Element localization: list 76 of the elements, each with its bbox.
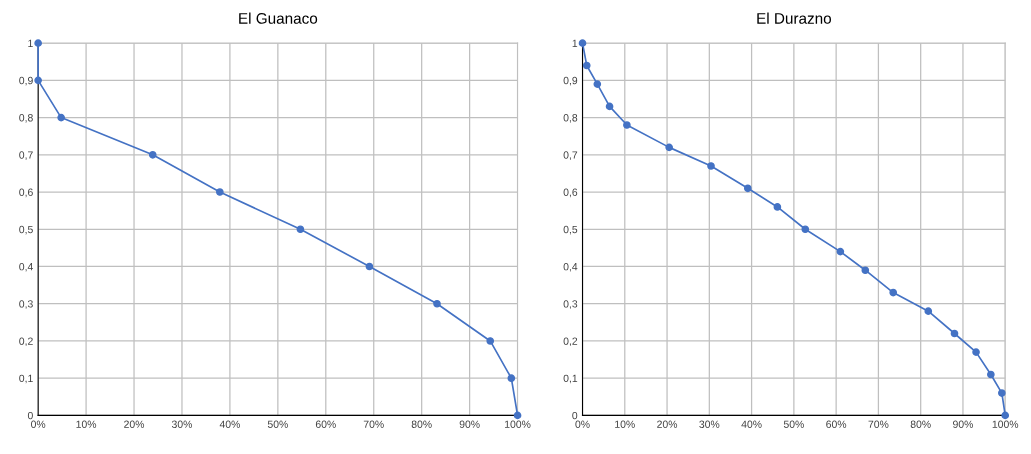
y-tick-label: 0,9 — [19, 76, 33, 86]
point — [743, 184, 752, 193]
point — [148, 150, 157, 159]
x-tick-label: 40% — [219, 420, 240, 428]
x-tick-label: 70% — [868, 420, 889, 428]
y-tick-label: 0,9 — [563, 76, 578, 86]
point — [513, 411, 522, 420]
y-tick-label: 0,5 — [563, 225, 578, 235]
x-tick-label: 0% — [31, 420, 46, 428]
x-tick-label: 10% — [76, 420, 97, 428]
x-tick-label: 90% — [459, 420, 480, 428]
point — [707, 162, 715, 170]
y-tick-label: 0,5 — [19, 225, 33, 235]
x-tick-label: 30% — [171, 420, 193, 428]
chart-title: El Guanaco — [239, 12, 318, 24]
x-tick-label: 80% — [910, 420, 931, 428]
point — [987, 370, 995, 379]
point — [623, 121, 631, 129]
y-tick-label: 0,6 — [19, 188, 33, 198]
point — [1001, 411, 1010, 420]
x-tick-label: 10% — [615, 420, 635, 428]
point — [773, 203, 782, 211]
y-tick-label: 0,2 — [563, 337, 578, 347]
x-tick-label: 70% — [363, 420, 384, 428]
point — [296, 225, 305, 234]
x-tick-label: 60% — [315, 420, 336, 428]
point — [836, 247, 845, 256]
x-tick-label: 90% — [953, 420, 974, 428]
point — [889, 288, 898, 297]
x-tick-label: 50% — [783, 420, 804, 428]
y-tick-label: 0 — [27, 411, 33, 420]
point — [972, 348, 980, 356]
x-tick-label: 100% — [505, 420, 531, 428]
x-tick-label: 20% — [657, 420, 678, 428]
point — [433, 299, 441, 308]
y-tick-label: 1 — [28, 39, 33, 47]
x-tick-label: 30% — [699, 420, 720, 428]
point — [861, 266, 870, 275]
point — [582, 61, 591, 70]
y-tick-label: 0,2 — [19, 337, 33, 347]
point — [365, 262, 374, 271]
point — [665, 143, 673, 152]
y-tick-label: 0 — [572, 411, 578, 420]
x-tick-label: 20% — [124, 420, 145, 428]
chart-title: El Durazno — [757, 12, 832, 24]
x-tick-label: 100% — [992, 420, 1019, 428]
point — [950, 329, 959, 338]
y-tick-label: 0,4 — [19, 263, 33, 272]
point — [486, 337, 495, 345]
y-tick-label: 0,7 — [563, 151, 578, 160]
x-tick-label: 60% — [826, 420, 847, 428]
point — [998, 389, 1006, 397]
x-tick-label: 50% — [267, 420, 288, 428]
y-tick-label: 0,4 — [563, 263, 578, 272]
point — [507, 374, 516, 383]
y-tick-label: 0,1 — [563, 374, 578, 384]
point — [216, 188, 224, 196]
y-tick-label: 0,7 — [19, 151, 33, 160]
point — [34, 76, 42, 85]
point — [593, 80, 602, 88]
point — [34, 39, 42, 47]
point — [801, 225, 810, 234]
point — [924, 307, 933, 315]
point — [605, 102, 614, 111]
y-tick-label: 0,8 — [563, 114, 578, 123]
x-tick-label: 80% — [411, 420, 432, 428]
x-tick-label: 40% — [741, 420, 762, 428]
y-tick-label: 0,8 — [19, 114, 33, 123]
y-tick-label: 0,3 — [563, 300, 578, 309]
y-tick-label: 0,3 — [19, 300, 33, 309]
y-tick-label: 0,6 — [563, 188, 578, 198]
x-tick-label: 0% — [575, 420, 590, 428]
y-tick-label: 0,1 — [19, 374, 33, 384]
y-tick-label: 1 — [572, 39, 578, 47]
point — [578, 39, 587, 47]
point — [57, 113, 65, 122]
